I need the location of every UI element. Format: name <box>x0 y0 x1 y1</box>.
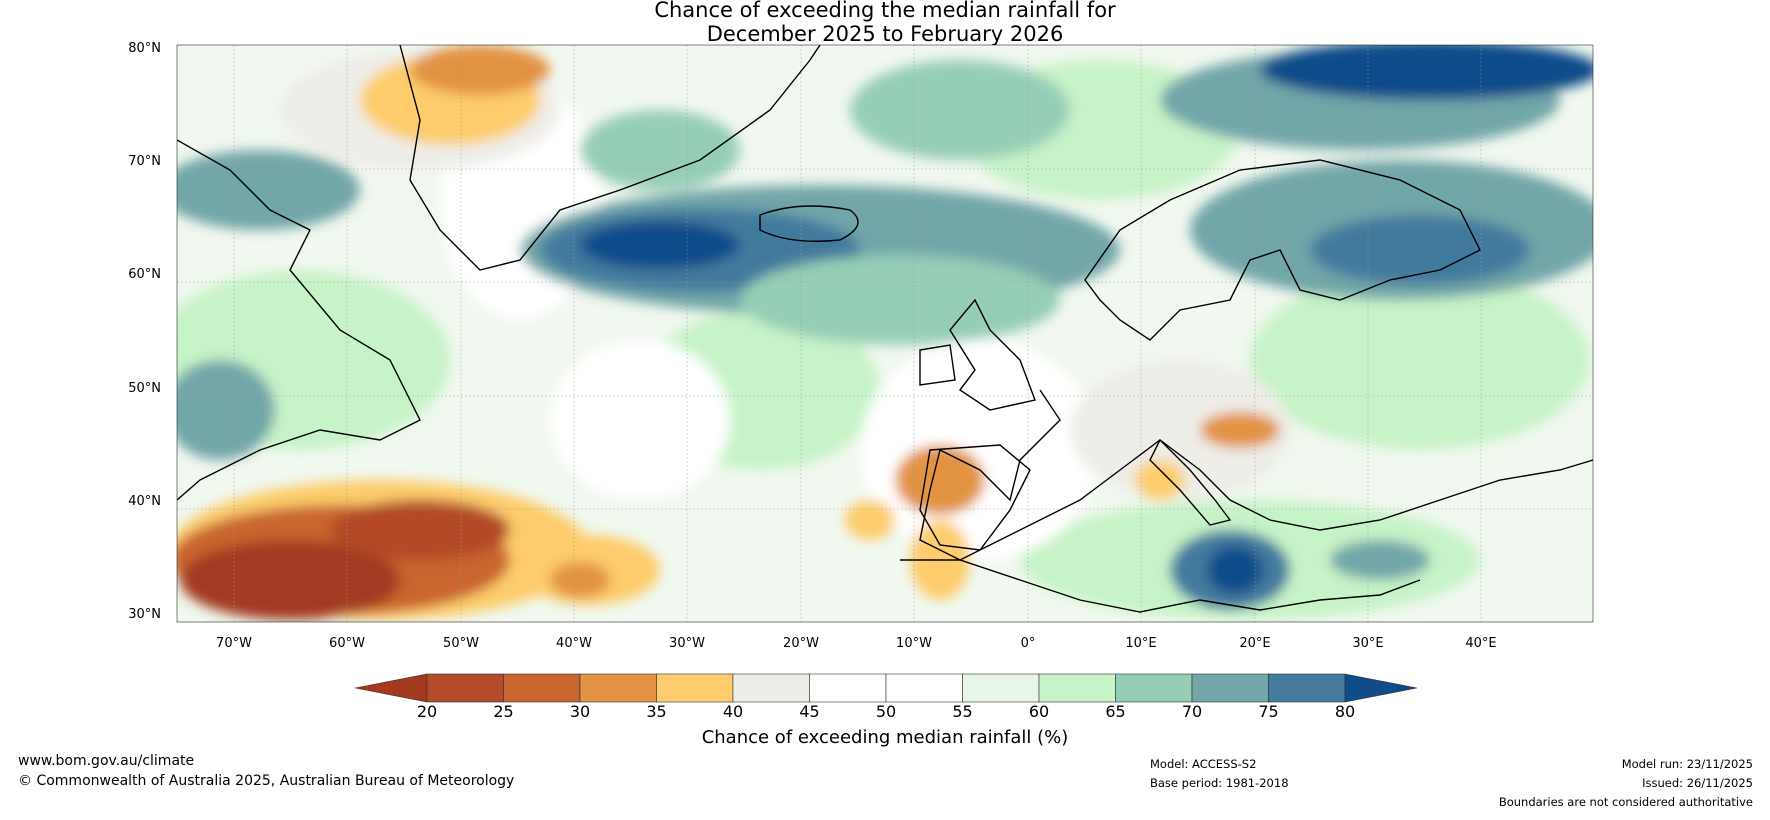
footer-disclaimer: Boundaries are not considered authoritat… <box>1498 795 1753 809</box>
colorbar <box>354 673 1418 703</box>
coast-canada <box>177 139 421 501</box>
longitude-label: 40°W <box>556 636 592 651</box>
footer-copyright: © Commonwealth of Australia 2025, Austra… <box>18 773 515 789</box>
colorbar-tick-label: 55 <box>952 702 973 721</box>
colorbar-segment <box>885 673 963 703</box>
latitude-label: 80°N <box>128 41 161 56</box>
longitude-label: 10°E <box>1125 636 1157 651</box>
footer-model: Model: ACCESS-S2 <box>1150 757 1257 771</box>
colorbar-tick-label: 70 <box>1181 702 1203 721</box>
latitude-label: 30°N <box>128 607 161 622</box>
latitude-label: 50°N <box>128 381 161 396</box>
colorbar-tick-label: 35 <box>646 702 667 721</box>
colorbar-tick-label: 45 <box>799 702 820 721</box>
graticule <box>177 45 1593 622</box>
longitude-label: 10°W <box>896 636 932 651</box>
longitude-label: 30°E <box>1352 636 1384 651</box>
map-frame <box>176 44 1594 623</box>
colorbar-extend-high <box>1344 673 1418 703</box>
latitude-label: 70°N <box>128 154 161 169</box>
latitude-label: 60°N <box>128 267 161 282</box>
coast-africa <box>900 559 1421 613</box>
colorbar-extend-low <box>354 673 428 703</box>
colorbar-segment <box>1191 673 1269 703</box>
coast-ireland <box>919 344 956 386</box>
map-title-line2: December 2025 to February 2026 <box>706 22 1064 46</box>
colorbar-label: Chance of exceeding median rainfall (%) <box>701 727 1069 748</box>
colorbar-segment <box>1268 673 1346 703</box>
longitude-label: 70°W <box>216 636 252 651</box>
colorbar-segment <box>1038 673 1116 703</box>
longitude-label: 60°W <box>329 636 365 651</box>
longitude-label: 50°W <box>443 636 479 651</box>
colorbar-segment <box>503 673 581 703</box>
coast-europe <box>919 389 1593 561</box>
colorbar-segment <box>809 673 887 703</box>
coast-uk <box>949 298 1036 411</box>
colorbar-tick-label: 60 <box>1028 702 1050 721</box>
coast-iberia <box>919 444 1031 551</box>
colorbar-segment <box>732 673 810 703</box>
coast-greenland <box>399 45 821 271</box>
footer-issued: Issued: 26/11/2025 <box>1642 776 1753 790</box>
longitude-label: 0° <box>1020 636 1036 651</box>
colorbar-segment <box>426 673 504 703</box>
colorbar-segment <box>962 673 1040 703</box>
colorbar-tick-label: 40 <box>722 702 744 721</box>
colorbar-tick-label: 20 <box>416 702 438 721</box>
footer-website: www.bom.gov.au/climate <box>18 753 195 769</box>
coastlines <box>177 45 1593 613</box>
rainfall-field <box>177 45 1593 622</box>
coast-scandinavia <box>1084 159 1481 341</box>
colorbar-segment <box>1115 673 1193 703</box>
longitude-label: 40°E <box>1465 636 1497 651</box>
colorbar-segment <box>579 673 657 703</box>
longitude-label: 20°E <box>1239 636 1271 651</box>
colorbar-tick-label: 65 <box>1105 702 1126 721</box>
colorbar-tick-label: 50 <box>875 702 897 721</box>
colorbar-tick-label: 75 <box>1258 702 1279 721</box>
colorbar-segment <box>656 673 734 703</box>
coast-italy <box>1149 438 1232 526</box>
longitude-label: 20°W <box>783 636 819 651</box>
footer-model-run: Model run: 23/11/2025 <box>1621 757 1753 771</box>
map-title-line1: Chance of exceeding the median rainfall … <box>654 0 1116 22</box>
latitude-label: 40°N <box>128 494 161 509</box>
coast-iceland <box>759 205 859 242</box>
colorbar-tick-label: 25 <box>493 702 514 721</box>
footer-base-period: Base period: 1981-2018 <box>1150 776 1289 790</box>
colorbar-tick-label: 30 <box>569 702 591 721</box>
longitude-label: 30°W <box>669 636 705 651</box>
colorbar-tick-label: 80 <box>1334 702 1356 721</box>
